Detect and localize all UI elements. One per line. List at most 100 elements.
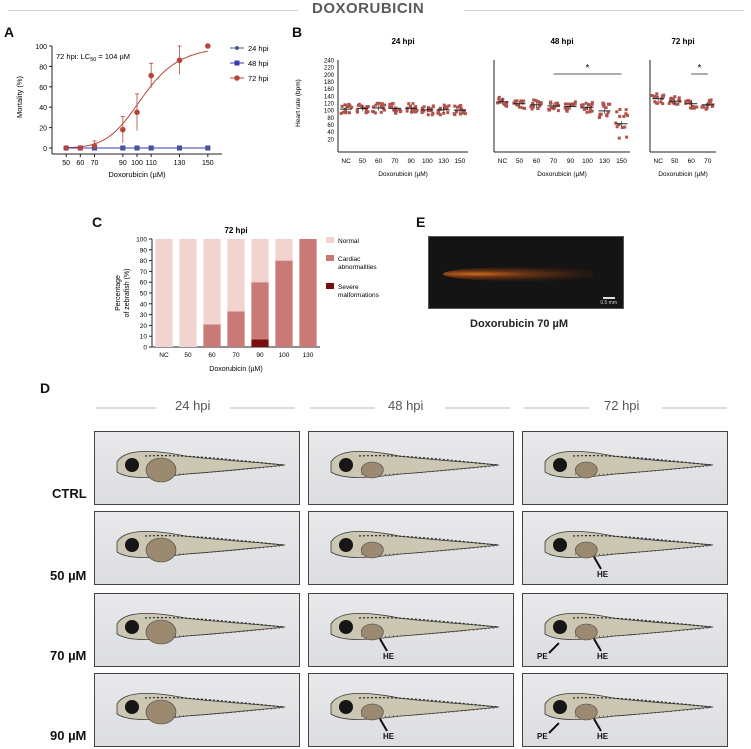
larva-image <box>94 431 300 505</box>
larva-image: HE <box>308 593 514 667</box>
legend-marker <box>235 46 239 50</box>
col-rule-48-right <box>445 407 510 409</box>
eye <box>125 458 139 472</box>
larva-image: HE <box>522 511 728 585</box>
pigment-line <box>358 697 498 708</box>
y-tick-label: 0 <box>143 345 147 352</box>
yolk-sac <box>145 537 177 563</box>
data-point <box>624 112 628 116</box>
x-axis-label: Doxorubicin (µM) <box>209 366 262 373</box>
y-tick-label: 20 <box>327 137 334 143</box>
yolk-sac <box>361 461 384 479</box>
pigment-line <box>358 455 498 466</box>
y-tick-label: 70 <box>140 269 148 276</box>
data-point <box>567 102 571 106</box>
data-point <box>341 110 345 114</box>
data-point <box>505 101 509 105</box>
x-tick-label: 90 <box>119 160 127 167</box>
data-point <box>347 111 351 115</box>
data-point <box>605 114 609 118</box>
data-point <box>343 103 347 107</box>
data-point <box>408 104 412 108</box>
eye <box>339 700 353 714</box>
annotation-he: HE <box>383 652 395 661</box>
bar-segment <box>203 324 221 347</box>
x-tick-label: 70 <box>91 160 99 167</box>
y-tick-label: 40 <box>327 130 334 136</box>
data-point <box>556 101 560 105</box>
larva-body <box>544 693 714 720</box>
data-point <box>659 100 663 104</box>
x-axis-label: Doxorubicin (µM) <box>658 171 708 178</box>
pigment-line-ventral <box>360 545 498 555</box>
data-point <box>655 95 659 99</box>
data-point-72hpi <box>205 43 211 49</box>
data-point <box>565 102 569 106</box>
yolk-sac <box>361 623 384 641</box>
pigment-line-ventral <box>360 465 498 475</box>
data-point <box>371 105 375 109</box>
legend-label: Cardiac <box>338 256 361 263</box>
data-point <box>653 100 657 104</box>
col-header-72hpi: 72 hpi <box>604 398 640 413</box>
data-point <box>426 113 430 117</box>
col-rule-72-left <box>524 407 589 409</box>
annotation-pe: PE <box>537 732 548 741</box>
data-point <box>420 106 424 110</box>
data-point <box>516 103 520 107</box>
row-label-90um: 90 µM <box>50 728 87 743</box>
x-tick-label: 110 <box>146 160 157 167</box>
data-point <box>618 114 622 118</box>
panel-e-caption: Doxorubicin 70 µM <box>470 318 569 330</box>
data-point <box>383 108 387 112</box>
x-tick-label: 130 <box>599 158 610 165</box>
data-point <box>618 107 622 111</box>
data-point <box>598 112 602 116</box>
data-point-72hpi <box>91 143 98 149</box>
data-point <box>677 96 681 100</box>
larva-body <box>116 693 286 720</box>
data-point <box>399 109 403 113</box>
data-point <box>405 109 409 113</box>
data-point <box>410 110 414 114</box>
pigment-line <box>572 617 712 628</box>
yolk-sac <box>575 461 598 479</box>
pigment-line-ventral <box>360 707 498 717</box>
x-tick-label: 100 <box>422 158 433 165</box>
legend-label-2: abnormalities <box>338 264 377 271</box>
data-point <box>604 106 608 110</box>
data-point <box>431 111 435 115</box>
x-tick-label: 90 <box>256 352 264 359</box>
data-point <box>445 107 449 111</box>
legend-label-2: malformations <box>338 292 380 299</box>
x-tick-label: 70 <box>391 158 399 165</box>
yolk-sac <box>145 619 177 645</box>
larva-body <box>330 531 500 558</box>
data-point <box>502 102 506 106</box>
data-point <box>705 106 709 110</box>
pigment-line <box>358 617 498 628</box>
data-point <box>438 113 442 117</box>
data-point <box>695 105 699 109</box>
pigment-line-ventral <box>574 545 712 555</box>
data-point <box>532 98 536 102</box>
data-point <box>700 105 704 109</box>
title-rule-left <box>8 10 298 11</box>
data-point-72hpi <box>176 57 183 64</box>
pigment-line-ventral <box>574 465 712 475</box>
data-point <box>379 104 383 108</box>
pigment-line-ventral <box>146 707 284 717</box>
fluorescent-larva <box>443 267 593 281</box>
legend-label: 72 hpi <box>248 74 269 83</box>
data-point <box>458 112 462 116</box>
data-point <box>615 110 619 114</box>
yolk-sac <box>145 457 177 483</box>
eye <box>125 620 139 634</box>
larva-image <box>94 673 300 747</box>
data-point <box>669 97 673 101</box>
data-point <box>601 103 605 107</box>
y-tick-label: 100 <box>324 109 335 115</box>
data-point <box>573 100 577 104</box>
data-point <box>520 101 524 105</box>
